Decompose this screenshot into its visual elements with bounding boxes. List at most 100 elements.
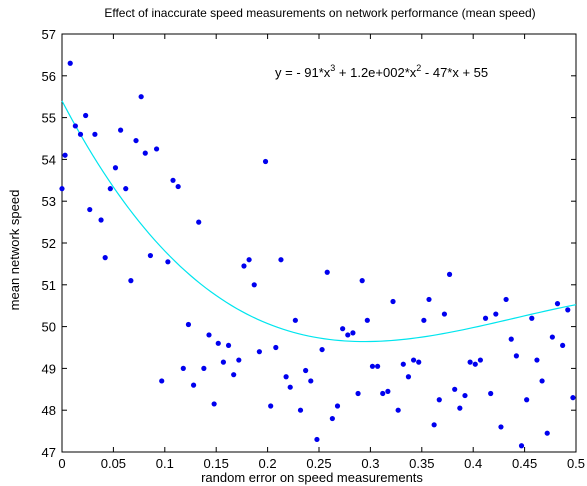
data-point bbox=[334, 403, 341, 409]
x-tick-label: 0.05 bbox=[101, 456, 126, 471]
x-tick-label: 0.1 bbox=[156, 456, 174, 471]
data-point bbox=[278, 257, 284, 263]
data-point bbox=[138, 94, 144, 100]
data-point bbox=[107, 186, 113, 192]
data-point bbox=[180, 365, 186, 371]
data-point bbox=[72, 123, 78, 129]
data-point bbox=[431, 422, 437, 428]
data-point bbox=[329, 415, 335, 422]
data-point bbox=[462, 392, 468, 399]
data-point bbox=[340, 326, 346, 332]
data-point bbox=[87, 206, 93, 213]
equation-prefix: y = - 91*x bbox=[275, 65, 331, 80]
data-point bbox=[472, 361, 478, 367]
data-point bbox=[350, 330, 356, 336]
y-tick-label: 50 bbox=[42, 320, 56, 335]
data-point bbox=[345, 332, 351, 338]
data-point bbox=[59, 186, 65, 192]
y-tick-label: 47 bbox=[42, 445, 56, 460]
data-point bbox=[319, 346, 325, 353]
data-point bbox=[62, 152, 68, 158]
data-point bbox=[236, 357, 242, 363]
data-point bbox=[410, 357, 417, 363]
data-point bbox=[380, 390, 386, 397]
x-tick-label: 0.5 bbox=[567, 456, 585, 471]
data-point bbox=[421, 317, 427, 323]
data-point bbox=[554, 301, 561, 307]
chart-title: Effect of inaccurate speed measurements … bbox=[104, 6, 535, 20]
data-point bbox=[405, 374, 412, 380]
data-point bbox=[314, 436, 320, 443]
data-point bbox=[508, 336, 514, 342]
data-point bbox=[201, 365, 207, 371]
data-point bbox=[570, 395, 576, 401]
data-point bbox=[400, 361, 406, 367]
data-point bbox=[482, 315, 489, 321]
data-point bbox=[518, 443, 525, 449]
y-tick-label: 56 bbox=[42, 69, 56, 84]
data-point bbox=[206, 332, 212, 338]
data-point bbox=[292, 317, 298, 323]
data-point bbox=[549, 334, 555, 340]
data-point bbox=[185, 321, 192, 328]
data-point bbox=[153, 146, 160, 152]
data-point bbox=[175, 183, 181, 190]
data-point bbox=[147, 252, 154, 259]
data-point bbox=[262, 158, 269, 165]
data-point bbox=[503, 296, 509, 303]
x-tick-label: 0.45 bbox=[512, 456, 537, 471]
data-point bbox=[390, 298, 396, 305]
data-point bbox=[355, 390, 361, 397]
data-point bbox=[539, 378, 545, 384]
data-point bbox=[256, 349, 262, 355]
data-point bbox=[92, 131, 98, 137]
y-tick-label: 48 bbox=[42, 403, 56, 418]
data-point bbox=[123, 186, 129, 192]
data-point bbox=[426, 296, 432, 303]
data-point bbox=[560, 342, 566, 349]
data-point bbox=[524, 397, 530, 403]
data-point bbox=[241, 263, 247, 269]
y-axis-ticks: 47 48 49 50 51 52 53 54 55 56 57 bbox=[42, 27, 576, 460]
y-tick-label: 54 bbox=[42, 152, 56, 167]
fit-curve bbox=[61, 100, 577, 343]
x-tick-label: 0 bbox=[58, 456, 65, 471]
data-point bbox=[375, 363, 381, 369]
data-point bbox=[196, 219, 202, 225]
x-axis-label: random error on speed measurements bbox=[201, 470, 423, 485]
data-point bbox=[565, 307, 571, 313]
data-points bbox=[59, 60, 576, 449]
data-point bbox=[477, 357, 483, 363]
data-point bbox=[452, 386, 458, 392]
data-point bbox=[77, 131, 84, 137]
y-tick-label: 51 bbox=[42, 278, 56, 293]
data-point bbox=[220, 359, 226, 365]
data-point bbox=[231, 372, 237, 378]
data-point bbox=[416, 359, 422, 365]
equation-suffix: - 47*x + 55 bbox=[421, 65, 488, 80]
equation-exponent-3: 3 bbox=[330, 63, 335, 73]
data-point bbox=[102, 255, 108, 261]
y-axis-label: mean network speed bbox=[7, 190, 22, 311]
data-point bbox=[118, 127, 124, 133]
y-tick-label: 52 bbox=[42, 236, 56, 251]
data-point bbox=[190, 382, 197, 388]
data-point bbox=[83, 112, 89, 119]
data-point bbox=[441, 311, 448, 317]
plot-area bbox=[59, 33, 577, 453]
data-point bbox=[170, 177, 176, 183]
data-point bbox=[488, 390, 494, 397]
data-point bbox=[457, 405, 463, 411]
data-point bbox=[165, 259, 171, 265]
data-point bbox=[133, 137, 139, 144]
data-point bbox=[287, 384, 293, 390]
data-point bbox=[268, 403, 274, 409]
data-point bbox=[446, 271, 453, 277]
data-point bbox=[67, 60, 73, 66]
data-point bbox=[544, 430, 550, 436]
data-point bbox=[215, 340, 221, 346]
data-point bbox=[308, 378, 314, 384]
data-point bbox=[211, 401, 217, 407]
data-point bbox=[98, 217, 104, 223]
